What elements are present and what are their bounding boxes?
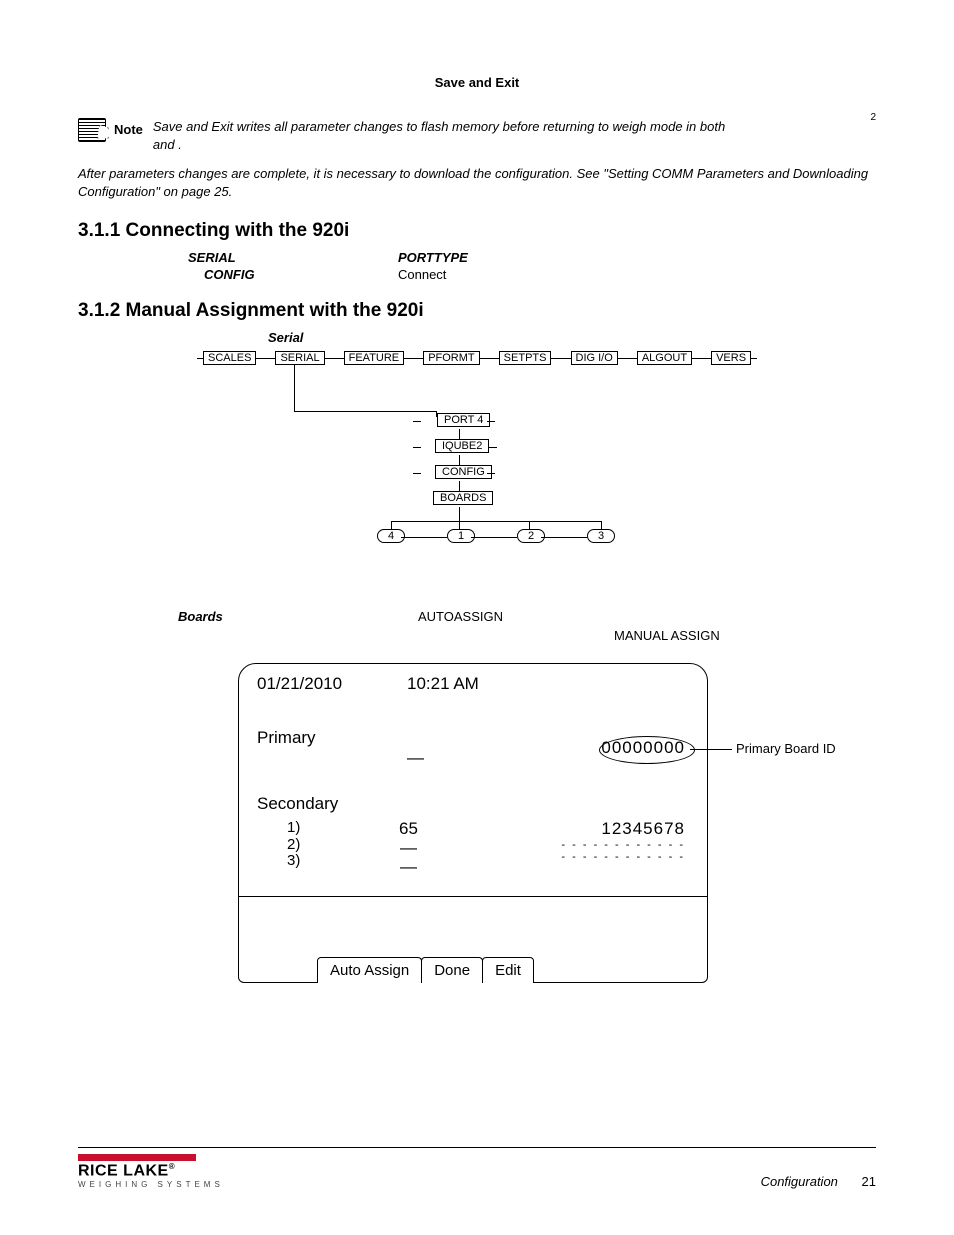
tree-node: SETPTS bbox=[499, 351, 552, 365]
tab-done[interactable]: Done bbox=[421, 957, 483, 983]
note-line1: Save and Exit writes all parameter chang… bbox=[153, 119, 725, 134]
sec-c2: 65 bbox=[399, 820, 418, 839]
menu-tree-diagram: SCALES SERIAL FEATURE PFORMT SETPTS DIG … bbox=[197, 351, 757, 561]
tree-node: SCALES bbox=[203, 351, 256, 365]
sec-row-num: 3) bbox=[287, 853, 300, 870]
tree-node: PORT 4 bbox=[437, 413, 490, 427]
sec-c3: - - - - - - - - - - - - bbox=[561, 839, 685, 851]
tree-leaf: 4 bbox=[377, 529, 405, 543]
tree-node: DIG I/O bbox=[571, 351, 618, 365]
tree-node: VERS bbox=[711, 351, 751, 365]
sec-c2: — bbox=[399, 839, 418, 858]
kw-connect: Connect bbox=[398, 267, 446, 282]
footer-section: Configuration bbox=[761, 1174, 838, 1189]
sec-row-num: 2) bbox=[287, 837, 300, 854]
tree-node: PFORMT bbox=[423, 351, 479, 365]
logo-main: RICE LAKE bbox=[78, 1162, 169, 1179]
tree-node: BOARDS bbox=[433, 491, 493, 505]
note-block: 2 Note Save and Exit writes all paramete… bbox=[78, 118, 876, 153]
note-label: Note bbox=[114, 122, 143, 137]
tree-node: CONFIG bbox=[435, 465, 492, 479]
primary-id-ellipse bbox=[599, 736, 695, 764]
tree-node: IQUBE2 bbox=[435, 439, 489, 453]
tree-node: ALGOUT bbox=[637, 351, 692, 365]
note-text: Save and Exit writes all parameter chang… bbox=[153, 118, 876, 153]
tab-auto-assign[interactable]: Auto Assign bbox=[317, 957, 422, 983]
manual-assign-label: MANUAL ASSIGN bbox=[614, 628, 876, 643]
note-line2: and . bbox=[153, 137, 182, 152]
sec-c3: 12345678 bbox=[561, 820, 685, 839]
logo: RICE LAKE® WEIGHING SYSTEMS bbox=[78, 1154, 224, 1189]
tab-edit[interactable]: Edit bbox=[482, 957, 534, 983]
tree-leaf: 3 bbox=[587, 529, 615, 543]
intro-paragraph: After parameters changes are complete, i… bbox=[78, 165, 876, 200]
page-subtitle: Save and Exit bbox=[78, 75, 876, 90]
tree-leaf: 1 bbox=[447, 529, 475, 543]
primary-dash: — bbox=[407, 748, 424, 768]
page-footer: RICE LAKE® WEIGHING SYSTEMS Configuratio… bbox=[78, 1147, 876, 1189]
logo-bar bbox=[78, 1154, 196, 1161]
superscript: 2 bbox=[870, 112, 876, 123]
serial-label: Serial bbox=[268, 330, 876, 345]
note-icon bbox=[78, 118, 106, 142]
sec-c3: - - - - - - - - - - - - bbox=[561, 851, 685, 863]
screen-divider bbox=[239, 896, 707, 897]
sec-row-num: 1) bbox=[287, 820, 300, 837]
logo-sub: WEIGHING SYSTEMS bbox=[78, 1180, 224, 1189]
secondary-label: Secondary bbox=[257, 794, 338, 814]
tree-leaf: 2 bbox=[517, 529, 545, 543]
footer-page: 21 bbox=[862, 1174, 876, 1189]
kw-config: CONFIG bbox=[188, 267, 398, 282]
callout-text: Primary Board ID bbox=[736, 741, 836, 756]
callout-line bbox=[690, 749, 732, 750]
primary-label: Primary bbox=[257, 728, 316, 748]
kw-porttype: PORTTYPE bbox=[398, 250, 468, 265]
screen-date: 01/21/2010 bbox=[257, 674, 407, 694]
device-screen-illustration: 01/21/2010 10:21 AM Primary — 00000000 S… bbox=[238, 663, 868, 983]
tree-node: FEATURE bbox=[344, 351, 405, 365]
boards-label: Boards bbox=[178, 609, 418, 624]
heading-312: 3.1.2 Manual Assignment with the 920i bbox=[78, 300, 876, 322]
autoassign-label: AUTOASSIGN bbox=[418, 609, 503, 624]
screen-time: 10:21 AM bbox=[407, 674, 479, 694]
sec-c2: — bbox=[399, 858, 418, 877]
tree-node: SERIAL bbox=[275, 351, 324, 365]
kw-serial: SERIAL bbox=[188, 250, 398, 265]
heading-311: 3.1.1 Connecting with the 920i bbox=[78, 220, 876, 242]
